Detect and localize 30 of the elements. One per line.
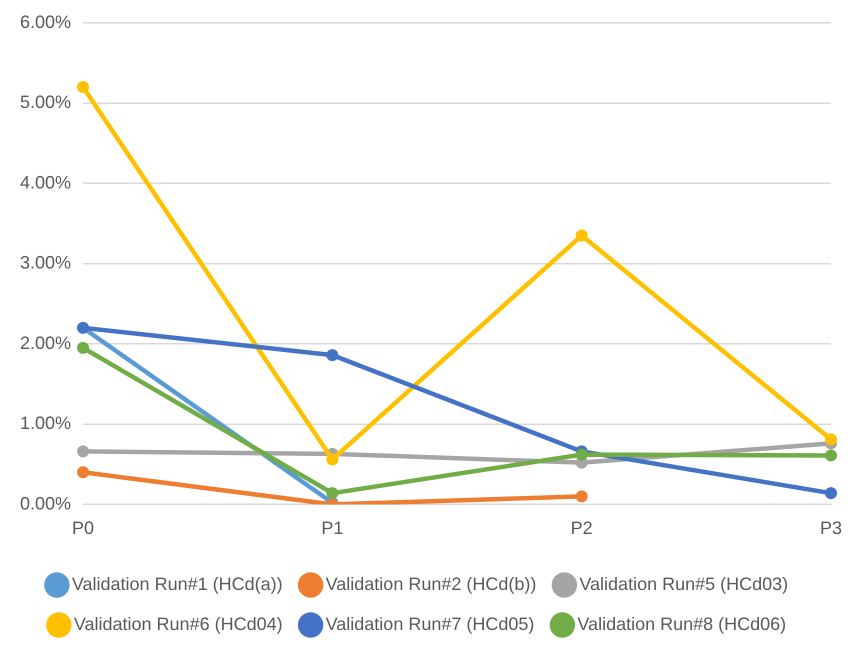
legend-label: Validation Run#7 (HCd05) (326, 614, 534, 634)
y-tick-label: 0.00% (20, 493, 72, 514)
point (576, 448, 588, 461)
point (77, 342, 90, 354)
x-tick-label: P2 (570, 518, 593, 538)
x-tick-label: P1 (321, 518, 344, 538)
point (576, 490, 588, 502)
point (77, 445, 90, 458)
legend-label: Validation Run#2 (HCd(b)) (326, 574, 536, 594)
legend-label: Validation Run#1 (HCd(a)) (72, 574, 283, 594)
y-tick-label: 1.00% (20, 413, 72, 434)
legend-label: Validation Run#5 (HCd03) (579, 574, 788, 594)
point (77, 466, 90, 478)
y-tick-label: 3.00% (20, 252, 72, 273)
x-tick-label: P0 (72, 518, 94, 538)
point (825, 433, 837, 446)
y-tick-label: 2.00% (20, 332, 72, 353)
x-tick-label: P3 (820, 518, 842, 538)
point (825, 449, 837, 462)
point (326, 349, 338, 362)
y-tick-label: 6.00% (20, 12, 72, 32)
y-tick-label: 5.00% (20, 92, 72, 112)
legend-label: Validation Run#6 (HCd04) (74, 614, 283, 634)
legend-label: Validation Run#8 (HCd06) (577, 614, 786, 634)
point (825, 487, 837, 500)
point (326, 453, 338, 466)
point (77, 81, 90, 94)
y-tick-label: 4.00% (20, 172, 72, 192)
point (326, 487, 338, 500)
point (576, 230, 588, 242)
